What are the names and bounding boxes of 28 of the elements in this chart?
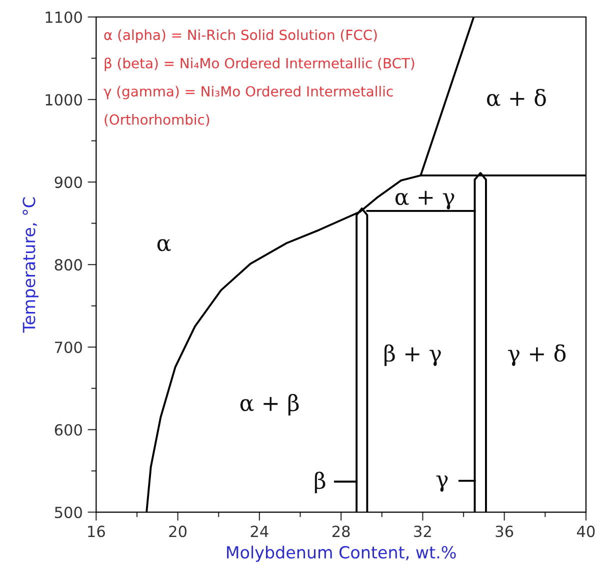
y-tick-label: 600 (54, 424, 82, 436)
x-tick-label: 16 (88, 526, 105, 538)
annotation: α (157, 239, 171, 252)
x-tick-label: 24 (250, 526, 268, 537)
annotation: β (beta) = Ni₄Mo Ordered Intermetallic (BCT) (104, 58, 414, 72)
y-tick-label: 1100 (46, 11, 82, 24)
annotation: β (314, 472, 326, 494)
x-tick-label: 20 (169, 526, 186, 538)
annotation: (Orthorhombic) (104, 114, 210, 126)
x-tick-label: 36 (496, 526, 514, 538)
x-tick-label: 28 (332, 526, 350, 538)
y-tick-label: 700 (55, 342, 82, 354)
x-tick-label: 32 (414, 526, 431, 538)
x-tick-label: 40 (577, 526, 595, 538)
annotation: α (alpha) = Ni-Rich Solid Solution (FCC) (104, 29, 377, 43)
annotation: α + δ (486, 88, 546, 106)
y-axis-title: Temperature, °C (22, 197, 39, 333)
annotation: γ (gamma) = Ni₃Mo Ordered Intermetallic (104, 86, 393, 100)
annotation: γ (436, 476, 448, 492)
y-tick-label: 900 (54, 176, 82, 188)
annotation: α + γ (395, 190, 454, 210)
y-tick-label: 800 (54, 259, 82, 271)
annotation: β + γ (384, 344, 441, 366)
y-tick-label: 1000 (46, 94, 82, 106)
x-axis-title: Molybdenum Content, wt.% (227, 546, 456, 562)
annotation: α + β (240, 394, 299, 416)
annotation: γ + δ (508, 344, 566, 366)
y-tick-label: 500 (54, 506, 82, 518)
